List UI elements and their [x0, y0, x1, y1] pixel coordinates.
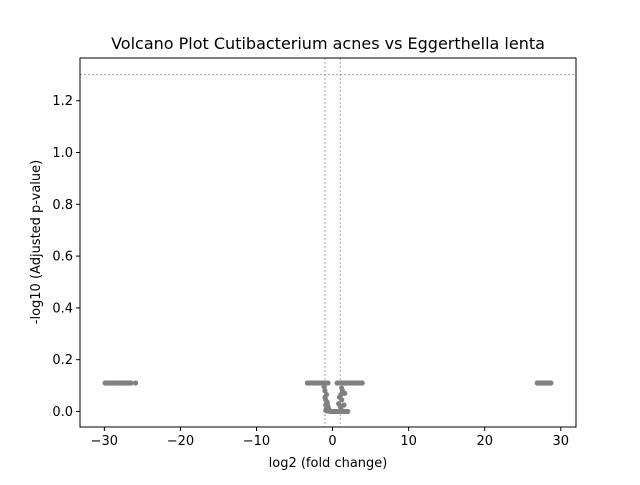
x-tick-label: 20: [476, 434, 493, 449]
x-tick-label: −20: [167, 434, 194, 449]
data-point: [128, 380, 134, 386]
data-point: [325, 380, 331, 386]
y-axis-label: -log10 (Adjusted p-value): [29, 160, 44, 324]
data-point: [548, 380, 554, 386]
chart-title: Volcano Plot Cutibacterium acnes vs Egge…: [111, 34, 545, 53]
data-point: [132, 380, 139, 386]
x-tick-label: 0: [328, 434, 336, 449]
data-point: [339, 385, 345, 391]
y-tick-label: 0.6: [52, 250, 73, 265]
x-tick-label: 10: [400, 434, 417, 449]
data-point: [336, 401, 342, 407]
data-point: [321, 384, 327, 390]
x-tick-label: −30: [91, 434, 118, 449]
y-tick-label: 0.0: [52, 405, 73, 420]
y-tick-label: 1.0: [52, 146, 73, 161]
x-axis-label: log2 (fold change): [269, 456, 388, 471]
y-tick-label: 0.2: [52, 353, 73, 368]
plot-frame: [79, 57, 577, 428]
x-tick-label: 30: [553, 434, 570, 449]
x-axis: −30 −20 −10 0 10 20 30: [91, 427, 569, 449]
y-tick-label: 0.8: [52, 198, 73, 213]
data-point: [341, 402, 347, 408]
x-tick-label: −10: [243, 434, 270, 449]
data-point: [359, 380, 365, 386]
y-axis: 0.0 0.2 0.4 0.6 0.8 1.0 1.2: [52, 94, 80, 420]
plot-area: [80, 58, 576, 427]
data-point: [345, 408, 351, 415]
y-tick-label: 1.2: [52, 94, 73, 109]
y-tick-label: 0.4: [52, 301, 73, 316]
